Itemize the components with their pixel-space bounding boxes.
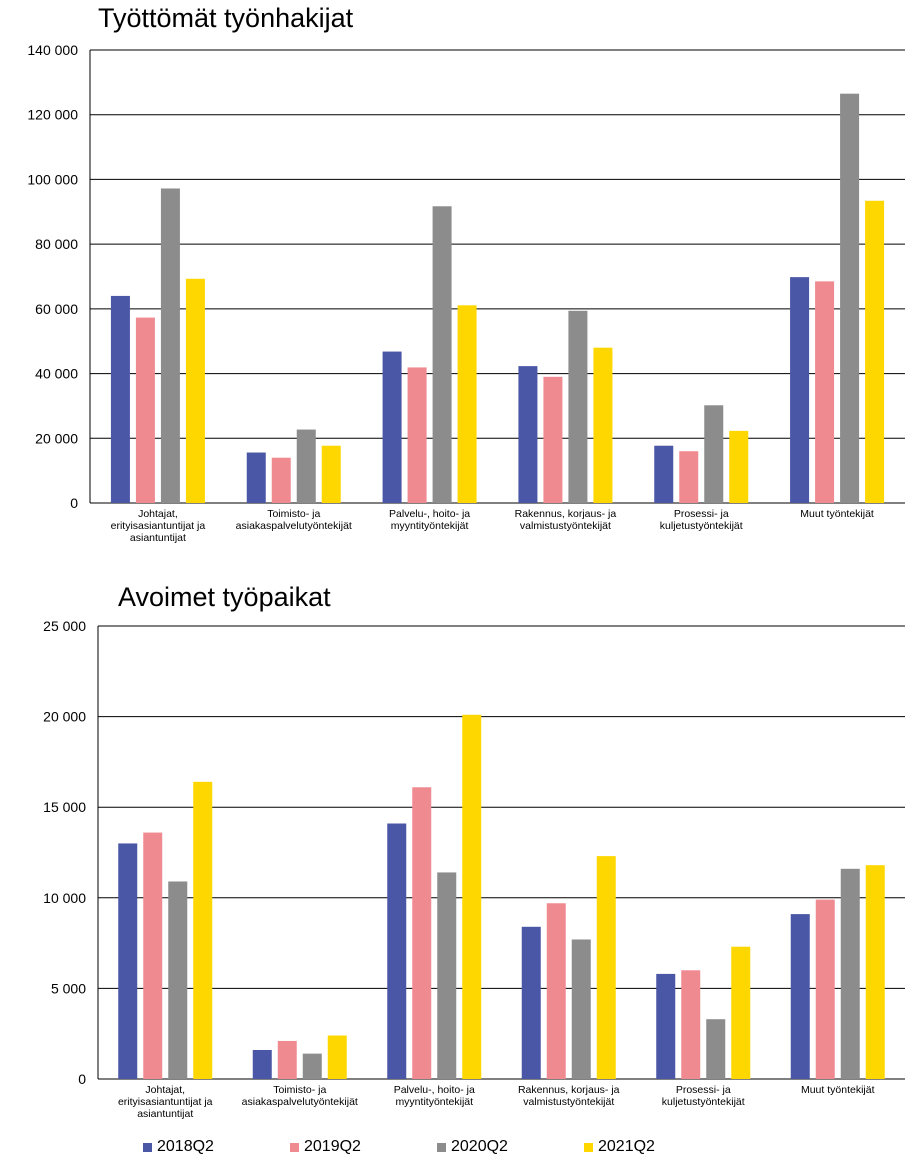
y-tick-label: 25 000 — [43, 618, 86, 634]
bar-2018q2 — [387, 823, 407, 1079]
bar-2019q2 — [135, 317, 155, 503]
y-tick-label: 20 000 — [43, 709, 86, 725]
bar-2021q2 — [731, 946, 751, 1079]
bar-2019q2 — [143, 832, 163, 1079]
legend-label-2018q2: 2018Q2 — [157, 1138, 214, 1155]
bar-2018q2 — [518, 366, 538, 503]
bar-2018q2 — [252, 1050, 272, 1079]
bar-2020q2 — [568, 310, 588, 503]
y-tick-label: 10 000 — [43, 890, 86, 906]
legend-label-2021q2: 2021Q2 — [598, 1138, 655, 1155]
bar-2018q2 — [110, 295, 130, 503]
y-tick-label: 140 000 — [27, 42, 78, 58]
bar-2018q2 — [790, 914, 810, 1079]
legend-item-2020q2: 2020Q2 — [437, 1138, 584, 1156]
bar-2020q2 — [706, 1019, 726, 1079]
bar-2018q2 — [656, 973, 676, 1079]
chart-open-vacancies: 0 5 000 10 000 15 000 20 000 25 000 Johtajat, e… — [43, 618, 905, 1120]
bar-2020q2 — [168, 881, 188, 1079]
bar-2021q2 — [596, 856, 616, 1079]
x-category-label: Muut työntekijät — [801, 1084, 875, 1096]
bar-2021q2 — [321, 445, 341, 503]
y-tick-label: 80 000 — [35, 236, 78, 252]
x-category-label: Johtajat, erityisasiantuntijat ja asiantun… — [111, 508, 206, 544]
bar-2021q2 — [327, 1035, 347, 1079]
bar-2021q2 — [865, 200, 885, 503]
chart-title-vacancies: Avoimet työpaikat — [118, 582, 331, 612]
chart-title-unemployed: Työttömät työnhakijat — [98, 3, 354, 33]
legend-label-2019q2: 2019Q2 — [304, 1138, 361, 1155]
legend-swatch-2020q2 — [437, 1142, 446, 1152]
bar-2021q2 — [185, 278, 205, 503]
legend-item-2019q2: 2019Q2 — [290, 1138, 437, 1156]
bar-2018q2 — [521, 926, 541, 1079]
chart-unemployed-jobseekers: 0 20 000 40 000 60 000 80 000 100 000 120 000 1… — [27, 42, 905, 544]
bar-2020q2 — [437, 872, 457, 1079]
x-category-label: Palvelu-, hoito- ja myyntityöntekijät — [394, 1084, 475, 1108]
legend-swatch-2021q2 — [584, 1142, 593, 1152]
bar-2019q2 — [407, 367, 427, 503]
x-category-label: Prosessi- ja kuljetustyöntekijät — [662, 1084, 745, 1108]
legend-item-2021q2: 2021Q2 — [584, 1138, 731, 1156]
bar-2018q2 — [382, 351, 402, 503]
bar-2021q2 — [462, 714, 482, 1079]
legend-label-2020q2: 2020Q2 — [451, 1138, 508, 1155]
x-category-label: Rakennus, korjaus- ja valmistustyöntekijä… — [515, 508, 617, 532]
legend-item-2018q2: 2018Q2 — [143, 1138, 290, 1156]
bar-2020q2 — [302, 1053, 322, 1079]
y-tick-label: 20 000 — [35, 430, 78, 446]
x-category-label: Rakennus, korjaus- ja valmistustyöntekijä… — [518, 1084, 620, 1108]
x-category-label: Johtajat, erityisasiantuntijat ja asiantun… — [118, 1084, 213, 1120]
y-tick-label: 15 000 — [43, 799, 86, 815]
y-tick-label: 0 — [70, 495, 78, 511]
bar-2019q2 — [546, 903, 566, 1079]
bar-2019q2 — [412, 787, 432, 1079]
bar-2020q2 — [571, 939, 591, 1079]
bar-2021q2 — [593, 347, 613, 503]
legend: 2018Q2 2019Q2 2020Q2 2021Q2 — [143, 1138, 731, 1156]
bar-2018q2 — [118, 843, 138, 1079]
x-category-label: Palvelu-, hoito- ja myyntityöntekijät — [389, 508, 470, 532]
bar-2021q2 — [865, 865, 885, 1079]
y-tick-label: 60 000 — [35, 301, 78, 317]
x-category-label: Toimisto- ja asiakaspalvelutyöntekijät — [236, 508, 352, 532]
x-category-label: Muut työntekijät — [800, 508, 874, 520]
bar-2019q2 — [277, 1040, 297, 1079]
y-tick-label: 40 000 — [35, 366, 78, 382]
bar-2021q2 — [729, 430, 749, 503]
bar-2020q2 — [296, 429, 316, 503]
x-category-label: Prosessi- ja kuljetustyöntekijät — [660, 508, 743, 532]
bar-2019q2 — [679, 451, 699, 503]
bar-2018q2 — [654, 445, 674, 503]
bar-2019q2 — [543, 376, 563, 503]
bar-2021q2 — [193, 781, 213, 1079]
legend-swatch-2019q2 — [290, 1142, 299, 1152]
legend-swatch-2018q2 — [143, 1142, 152, 1152]
bar-2020q2 — [840, 868, 860, 1079]
bar-2020q2 — [160, 188, 180, 503]
bar-2019q2 — [815, 899, 835, 1079]
bar-2018q2 — [246, 452, 266, 503]
y-tick-label: 100 000 — [27, 171, 78, 187]
bar-2020q2 — [432, 206, 452, 503]
y-tick-label: 120 000 — [27, 107, 78, 123]
y-tick-label: 0 — [78, 1071, 86, 1087]
bar-2020q2 — [704, 405, 724, 503]
bar-2021q2 — [457, 305, 477, 503]
bar-2019q2 — [815, 281, 835, 503]
x-category-label: Toimisto- ja asiakaspalvelutyöntekijät — [242, 1084, 358, 1108]
bar-2019q2 — [271, 457, 291, 503]
y-tick-label: 5 000 — [51, 980, 86, 996]
bar-2020q2 — [840, 93, 860, 504]
bar-2018q2 — [790, 277, 810, 503]
bar-2019q2 — [681, 970, 701, 1079]
